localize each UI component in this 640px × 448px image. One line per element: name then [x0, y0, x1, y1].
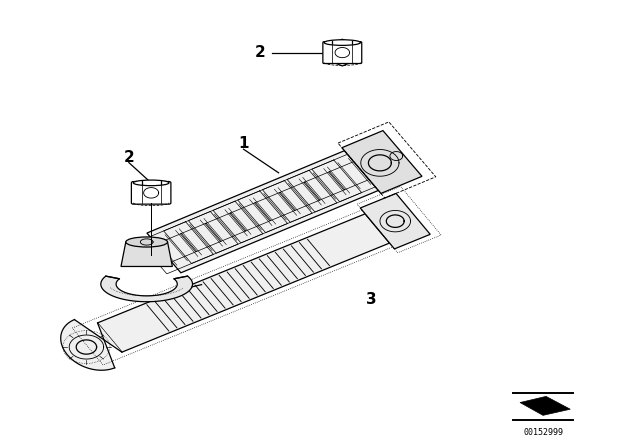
- Polygon shape: [97, 214, 390, 352]
- Ellipse shape: [126, 237, 168, 247]
- FancyBboxPatch shape: [131, 181, 171, 204]
- Polygon shape: [61, 319, 122, 370]
- Polygon shape: [121, 242, 172, 267]
- Ellipse shape: [324, 40, 360, 45]
- Polygon shape: [520, 396, 570, 415]
- Text: 2: 2: [124, 150, 134, 165]
- Ellipse shape: [133, 180, 169, 185]
- Text: 2: 2: [255, 45, 266, 60]
- Text: 3: 3: [365, 292, 376, 307]
- Polygon shape: [342, 131, 422, 194]
- Polygon shape: [101, 276, 193, 302]
- Polygon shape: [360, 194, 430, 249]
- Polygon shape: [147, 151, 378, 273]
- FancyBboxPatch shape: [323, 42, 362, 64]
- Text: 00152999: 00152999: [523, 428, 563, 437]
- Text: 1: 1: [238, 136, 249, 151]
